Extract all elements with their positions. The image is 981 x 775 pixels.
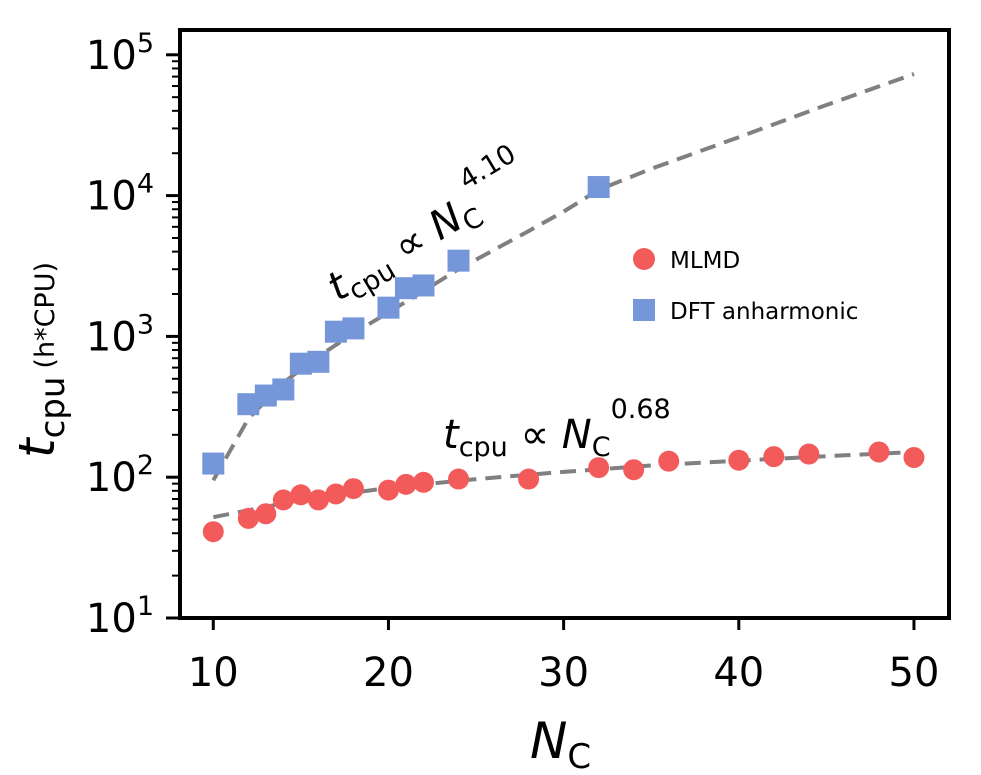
fit-line-0 bbox=[212, 450, 915, 520]
point-mlmd-14 bbox=[623, 459, 645, 481]
fit-lines bbox=[211, 72, 915, 520]
point-mlmd-6 bbox=[325, 483, 347, 505]
point-mlmd-12 bbox=[518, 468, 540, 490]
x-tick-label-1: 20 bbox=[363, 650, 414, 696]
point-mlmd-1 bbox=[237, 507, 259, 529]
point-dft-3 bbox=[272, 378, 295, 401]
point-dft-2 bbox=[254, 384, 277, 407]
point-dft-5 bbox=[307, 350, 330, 373]
legend-label-dft: DFT anharmonic bbox=[670, 299, 858, 325]
point-dft-11 bbox=[447, 249, 470, 272]
y-tick-label-0: 101 bbox=[86, 591, 154, 642]
point-dft-9 bbox=[394, 277, 417, 300]
point-mlmd-7 bbox=[342, 478, 364, 500]
point-dft-6 bbox=[324, 320, 347, 343]
point-mlmd-20 bbox=[903, 447, 925, 469]
data-points bbox=[202, 176, 925, 543]
x-tick-label-0: 10 bbox=[188, 650, 239, 696]
y-tick-label-1: 102 bbox=[86, 450, 154, 501]
legend-marker-dft bbox=[633, 299, 655, 321]
point-mlmd-4 bbox=[290, 484, 312, 506]
y-axis-label: tcpu(h*CPU) bbox=[8, 262, 73, 458]
x-tick-label-4: 50 bbox=[889, 650, 940, 696]
mlmd-scaling-annotation: tcpu ∝ NC0.68 bbox=[443, 394, 671, 463]
point-mlmd-16 bbox=[728, 449, 750, 471]
point-dft-4 bbox=[289, 352, 312, 375]
y-tick-label-3: 104 bbox=[86, 169, 154, 220]
point-mlmd-8 bbox=[377, 479, 399, 501]
axis-ticks: 10 20 30 40 50 101 102 103 104 105 bbox=[86, 28, 940, 696]
plot-frame bbox=[178, 28, 951, 620]
x-axis-label: NC bbox=[530, 712, 591, 775]
point-mlmd-10 bbox=[412, 471, 434, 493]
y-tick-label-2: 103 bbox=[86, 309, 154, 360]
legend-marker-mlmd bbox=[633, 248, 655, 270]
point-dft-1 bbox=[237, 393, 260, 416]
y-tick-label-4: 105 bbox=[86, 28, 154, 79]
point-mlmd-9 bbox=[395, 473, 417, 495]
point-mlmd-15 bbox=[658, 450, 680, 472]
point-dft-10 bbox=[412, 274, 435, 297]
point-mlmd-17 bbox=[763, 446, 785, 468]
point-dft-7 bbox=[342, 317, 365, 340]
x-tick-label-3: 40 bbox=[713, 650, 764, 696]
legend-label-mlmd: MLMD bbox=[670, 248, 740, 274]
legend: MLMD DFT anharmonic bbox=[633, 248, 858, 325]
point-mlmd-5 bbox=[307, 489, 329, 511]
point-dft-8 bbox=[377, 296, 400, 319]
point-mlmd-0 bbox=[202, 521, 224, 543]
point-mlmd-19 bbox=[868, 441, 890, 463]
point-dft-12 bbox=[587, 176, 610, 199]
point-mlmd-3 bbox=[272, 489, 294, 511]
point-mlmd-13 bbox=[588, 457, 610, 479]
point-mlmd-11 bbox=[448, 468, 470, 490]
point-mlmd-18 bbox=[798, 443, 820, 465]
point-mlmd-2 bbox=[255, 503, 277, 525]
point-dft-0 bbox=[202, 452, 225, 475]
x-tick-label-2: 30 bbox=[538, 650, 589, 696]
